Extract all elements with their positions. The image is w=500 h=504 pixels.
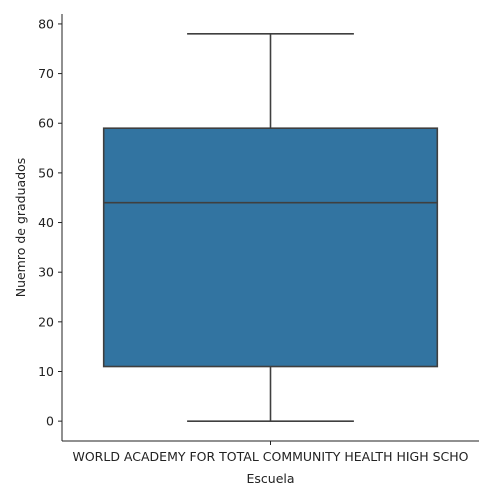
y-axis-ticks: 0 10 20 30 40 50 60 70 80 [38,16,62,429]
y-tick-label: 40 [38,215,54,230]
x-axis-title: Escuela [246,471,294,486]
y-tick-label: 30 [38,265,54,280]
x-axis-ticks: WORLD ACADEMY FOR TOTAL COMMUNITY HEALTH… [72,441,469,464]
box-series [102,33,439,422]
x-tick-label: WORLD ACADEMY FOR TOTAL COMMUNITY HEALTH… [72,449,468,464]
y-tick-label: 60 [38,116,54,131]
y-tick-label: 50 [38,165,54,180]
y-tick-label: 20 [38,314,54,329]
y-tick-label: 80 [38,16,54,31]
y-tick-label: 70 [38,66,54,81]
box-iqr [102,127,439,368]
y-tick-label: 10 [38,364,54,379]
y-axis-title: Nuemro de graduados [13,158,28,298]
box-group [102,33,439,422]
y-tick-label: 0 [46,414,54,429]
